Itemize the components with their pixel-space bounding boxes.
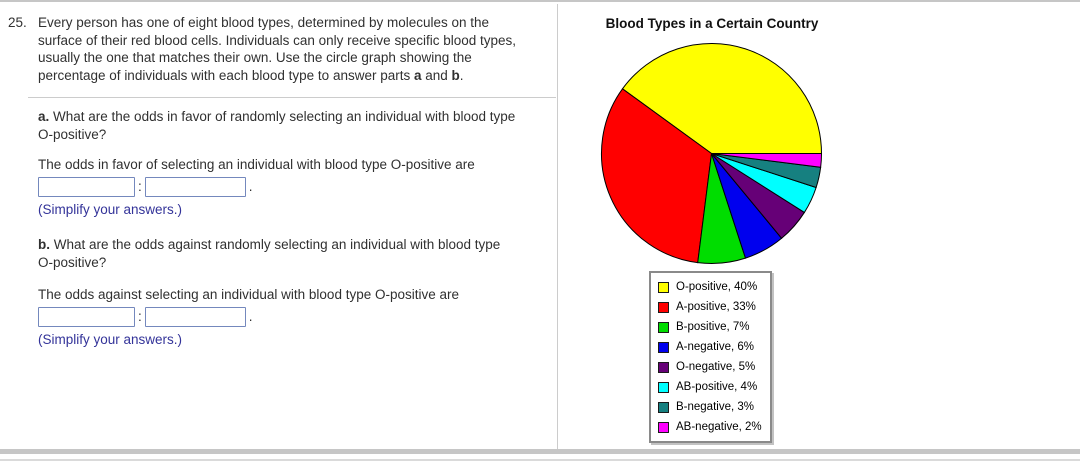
legend-item: O-negative, 5%	[658, 357, 762, 377]
intro-line: Every person has one of eight blood type…	[38, 15, 490, 30]
part-b-question-line1: What are the odds against randomly selec…	[50, 237, 501, 252]
part-b-question-line2: O-positive?	[38, 254, 107, 270]
problem-intro-text: Every person has one of eight blood type…	[38, 14, 554, 84]
legend-color-swatch	[658, 381, 669, 393]
part-a-section: a. What are the odds in favor of randoml…	[38, 108, 554, 218]
part-a-question-line2: O-positive?	[38, 126, 107, 142]
part-a-colon: :	[138, 178, 142, 194]
intro-part-a-ref: a	[413, 67, 422, 83]
intro-line-last: percentage of individuals with each bloo…	[38, 67, 554, 85]
part-b-simplify-note: (Simplify your answers.)	[38, 331, 183, 347]
part-a-simplify-note: (Simplify your answers.)	[38, 201, 183, 217]
bottom-divider	[0, 449, 1080, 454]
legend-color-swatch	[658, 301, 669, 313]
intro-line: usually the one that matches their own. …	[38, 50, 472, 65]
pie-slice-a-positive	[601, 88, 713, 264]
problem-intro: 25. Every person has one of eight blood …	[0, 14, 556, 84]
intro-line: surface of their red blood cells. Indivi…	[38, 32, 517, 48]
bottom-edge-line	[0, 459, 1080, 461]
legend-label: A-negative, 6%	[676, 341, 754, 353]
part-b-colon: :	[138, 308, 142, 324]
legend-item: B-positive, 7%	[658, 317, 762, 337]
problem-number: 25.	[8, 15, 27, 30]
part-a-label: a.	[38, 109, 50, 124]
chart-legend: O-positive, 40% A-positive, 33% B-positi…	[649, 271, 772, 443]
problem-panel: 25. Every person has one of eight blood …	[0, 14, 556, 348]
part-a-answer-lead: The odds in favor of selecting an indivi…	[38, 157, 475, 172]
legend-item: AB-negative, 2%	[658, 417, 762, 437]
legend-label: AB-negative, 2%	[676, 421, 762, 433]
part-a-odds-second-input[interactable]	[144, 176, 246, 197]
legend-item: AB-positive, 4%	[658, 377, 762, 397]
intro-last-mid: and	[421, 67, 452, 83]
part-a-question-line1: What are the odds in favor of randomly s…	[49, 109, 516, 124]
part-b-period: .	[248, 308, 253, 324]
part-b-odds-second-input[interactable]	[144, 306, 246, 327]
legend-item: B-negative, 3%	[658, 397, 762, 417]
legend-color-swatch	[658, 361, 669, 373]
legend-label: B-positive, 7%	[676, 321, 750, 333]
section-divider	[28, 97, 556, 98]
legend-item: A-positive, 33%	[658, 297, 762, 317]
top-divider	[0, 0, 1080, 2]
part-b-answer-row: : .	[38, 306, 554, 328]
part-a-question: a. What are the odds in favor of randoml…	[38, 108, 554, 143]
column-divider	[557, 4, 558, 449]
legend-color-swatch	[658, 321, 669, 333]
legend-color-swatch	[658, 401, 669, 413]
pie-slice-o-positive	[621, 42, 823, 154]
legend-item: O-positive, 40%	[658, 277, 762, 297]
legend-label: A-positive, 33%	[676, 301, 756, 313]
chart-title: Blood Types in a Certain Country	[605, 16, 819, 31]
part-a-answer-row: : .	[38, 176, 554, 198]
legend-label: AB-positive, 4%	[676, 381, 758, 393]
legend-color-swatch	[658, 281, 669, 293]
pie-chart	[601, 42, 823, 264]
part-b-question: b. What are the odds against randomly se…	[38, 236, 554, 271]
legend-color-swatch	[658, 341, 669, 353]
intro-last-pre: percentage of individuals with each bloo…	[38, 67, 414, 83]
part-b-label: b.	[38, 237, 50, 252]
pie-slice-ab-negative	[711, 153, 823, 168]
part-a-period: .	[248, 178, 253, 194]
legend-label: O-negative, 5%	[676, 361, 756, 373]
legend-item: A-negative, 6%	[658, 337, 762, 357]
intro-last-end: .	[459, 67, 464, 83]
legend-label: O-positive, 40%	[676, 281, 758, 293]
legend-color-swatch	[658, 421, 669, 433]
part-a-odds-first-input[interactable]	[38, 176, 135, 197]
part-b-answer-lead: The odds against selecting an individual…	[38, 287, 459, 302]
intro-part-b-ref: b	[451, 67, 460, 83]
part-b-section: b. What are the odds against randomly se…	[38, 236, 554, 348]
pie-chart-container	[600, 42, 823, 265]
part-b-odds-first-input[interactable]	[38, 306, 135, 327]
legend-label: B-negative, 3%	[676, 401, 754, 413]
